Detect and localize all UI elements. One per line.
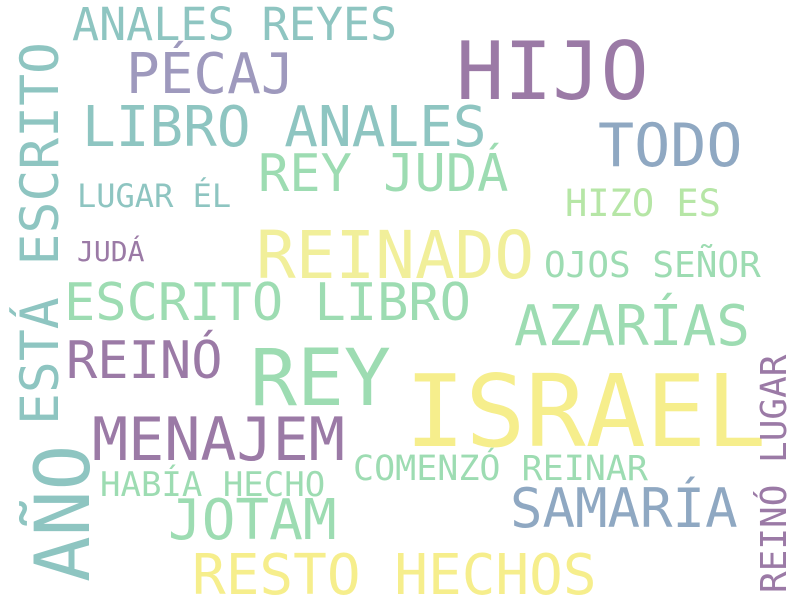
- word-hijo: HIJO: [456, 25, 649, 118]
- word-azarias: AZARÍAS: [514, 294, 751, 359]
- word-habia-hecho: HABÍA HECHO: [100, 465, 326, 505]
- word-samaria: SAMARÍA: [510, 477, 738, 540]
- word-pecaj: PÉCAJ: [126, 42, 295, 107]
- word-rey: REY: [250, 334, 391, 424]
- word-anales-reyes: ANALES REYES: [72, 0, 398, 51]
- word-ojos-senor: OJOS SEÑOR: [544, 245, 761, 286]
- word-rey-juda: REY JUDÁ: [258, 144, 509, 204]
- word-lugar-el: LUGAR ÉL: [77, 177, 232, 215]
- word-esta-escrito: ESTÁ ESCRITO: [10, 42, 71, 425]
- word-juda: JUDÁ: [77, 235, 145, 268]
- word-todo: TODO: [598, 111, 743, 181]
- word-escrito-libro: ESCRITO LIBRO: [64, 273, 471, 333]
- word-reinado: REINADO: [256, 217, 535, 294]
- word-reino: REINÓ: [66, 331, 223, 391]
- word-reino-lugar: REINÓ LUGAR: [754, 354, 795, 593]
- word-ano: AÑO: [18, 444, 107, 582]
- word-hizo-es: HIZO ES: [565, 182, 721, 225]
- word-menajem: MENAJEM: [92, 405, 345, 475]
- word-israel: ISRAEL: [405, 353, 767, 470]
- word-comenzo-reinar: COMENZÓ REINAR: [353, 449, 649, 489]
- word-libro-anales: LIBRO ANALES: [82, 95, 487, 160]
- word-jotam: JOTAM: [168, 488, 337, 553]
- word-resto-hechos: RESTO HECHOS: [192, 543, 597, 608]
